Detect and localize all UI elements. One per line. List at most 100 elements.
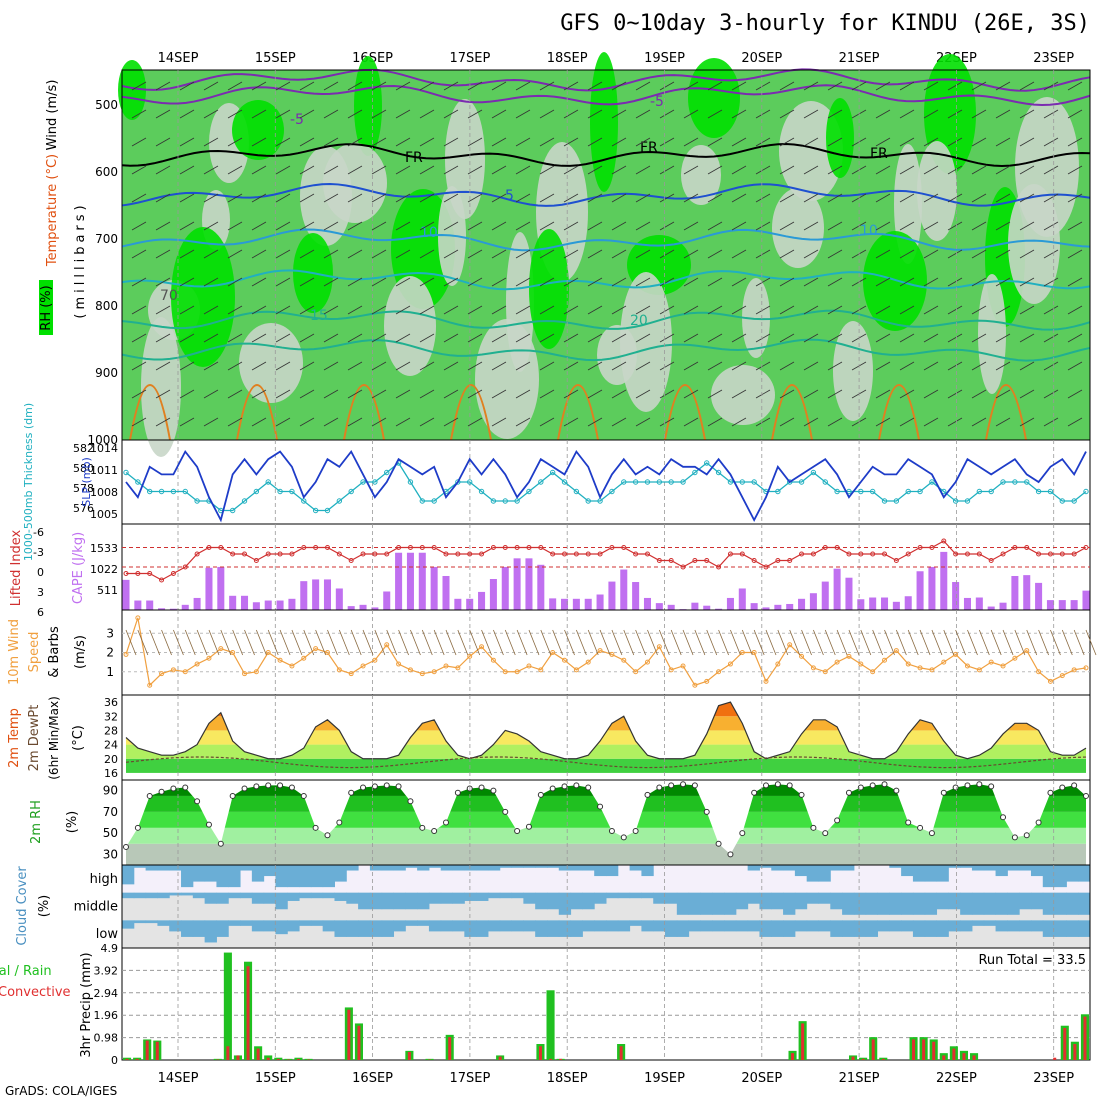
thickness-point [384, 469, 390, 476]
lifted-point [550, 551, 556, 557]
wind-barb [803, 389, 819, 399]
wind-barb [1067, 221, 1083, 231]
rh-region [917, 141, 957, 241]
cloud-level-label: middle [74, 900, 118, 915]
cape-bar [869, 597, 877, 610]
wind-barb [899, 81, 915, 91]
cloud-ylabel-units: (%) [37, 895, 52, 918]
cape-bar [940, 551, 948, 610]
cloud-low-bar [275, 920, 288, 935]
wind-barb [179, 361, 195, 371]
cape-bar [395, 552, 403, 610]
precip-conv-bar [1073, 1044, 1077, 1060]
cape-bar [952, 582, 960, 610]
cloud-low-bar [322, 920, 335, 932]
cape-bar [857, 599, 865, 610]
cloud-low-bar [440, 920, 454, 932]
wind-barb [131, 137, 147, 147]
lifted-point [419, 545, 425, 550]
thickness-tick: 578 [73, 482, 94, 495]
temperature-contour [121, 68, 1091, 92]
lifted-point [905, 551, 911, 557]
wind-barb [587, 193, 603, 203]
rh-region [232, 100, 284, 160]
cape-bar [584, 598, 592, 610]
wind-barb [611, 305, 627, 315]
rh-point [217, 840, 224, 847]
wind-barb [395, 417, 411, 427]
wind-barb [995, 305, 1011, 315]
wind-barb [275, 305, 291, 315]
wind-barb [563, 417, 579, 427]
cloud-high-bar [629, 865, 642, 871]
cloud-middle-bar [617, 892, 631, 899]
cloud-high-bar [476, 865, 489, 871]
wind-speed-point [893, 648, 899, 654]
wind-barb [848, 629, 860, 656]
wind-barb [491, 81, 507, 91]
lifted-point [123, 571, 129, 576]
wind-speed-point [324, 650, 330, 655]
precip-conv-bar [266, 1057, 270, 1060]
thickness-point [668, 479, 674, 485]
rh-region [772, 188, 824, 268]
wind-barb [635, 277, 651, 287]
cloud-middle-bar [865, 892, 879, 915]
cape-bar [892, 601, 900, 610]
wind-barb [683, 109, 699, 119]
lifted-line [126, 540, 1087, 581]
wind-barb [947, 221, 963, 231]
wind-barb [875, 109, 891, 119]
thickness-point [988, 488, 994, 495]
rh-point [834, 817, 841, 824]
wind-barb [323, 193, 339, 203]
cloud-low-bar [346, 920, 359, 937]
lifted-point [941, 538, 947, 544]
precip-conv-bar [962, 1053, 966, 1060]
cloud-high-bar [511, 865, 524, 868]
wind-barb [491, 193, 507, 203]
wind-barb [251, 137, 267, 147]
wind-barb [587, 305, 603, 315]
cape-bar [738, 588, 746, 610]
rh-point [810, 824, 817, 831]
lifted-point [242, 551, 248, 557]
wind-barb [395, 109, 411, 119]
rh-point [1000, 814, 1007, 821]
cloud-high-bar [924, 865, 938, 882]
cloud-middle-bar [393, 892, 406, 910]
precip-total-bar [284, 1058, 293, 1060]
wind-barb [827, 249, 843, 259]
wind-barb [179, 417, 195, 427]
profile-y-tick: 700 [95, 232, 118, 246]
cape-bar [1035, 582, 1043, 610]
wind-ylabel-3: & Barbs [47, 626, 62, 678]
wind-barb [563, 109, 579, 119]
cape-bar [525, 558, 533, 610]
wind-barb [611, 389, 627, 399]
thickness-point [336, 498, 343, 504]
wind-barb [493, 629, 504, 656]
lifted-point [964, 551, 970, 557]
rh-point [845, 789, 852, 796]
wind-barb [707, 81, 723, 91]
cloud-low-bar [216, 920, 229, 937]
cloud-middle-bar [735, 892, 749, 910]
rh-point [597, 803, 604, 810]
wind-barb [947, 389, 963, 399]
wind-barb [755, 417, 771, 427]
wind-barb [275, 193, 291, 203]
wind-speed-point [372, 657, 378, 663]
rh-band [126, 843, 1086, 865]
rh-region [978, 274, 1006, 394]
cloud-middle-bar [771, 892, 784, 910]
lifted-point [479, 551, 485, 557]
cloud-low-bar [263, 920, 276, 932]
cloud-level-label: low [96, 927, 119, 942]
cape-bar [229, 595, 237, 610]
wind-speed-point [419, 671, 425, 677]
lifted-point [526, 545, 532, 550]
top-date-label: 14SEP [158, 51, 199, 66]
wind-barb [683, 81, 699, 91]
wind-speed-point [929, 667, 935, 673]
